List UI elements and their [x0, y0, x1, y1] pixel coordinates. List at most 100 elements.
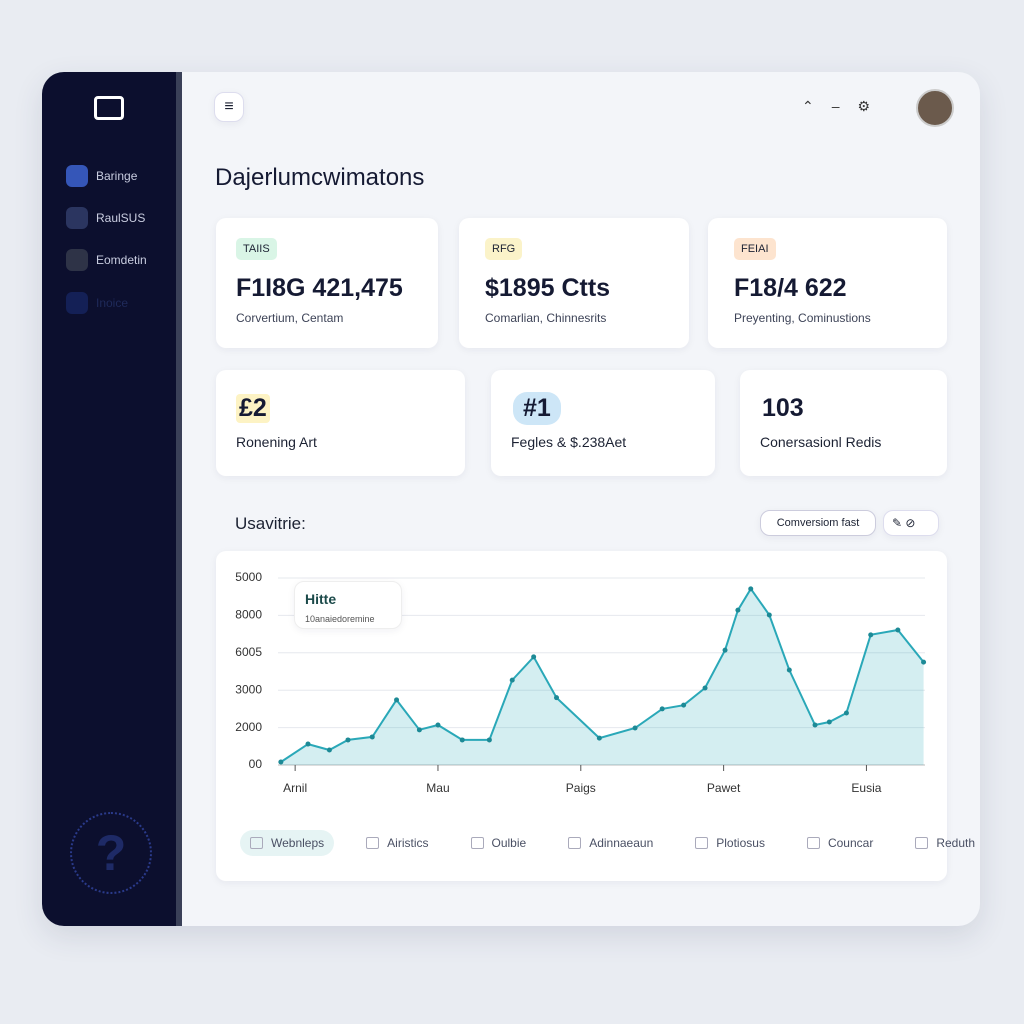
metric-value: #1: [513, 392, 561, 425]
point: [921, 659, 927, 665]
stat-value: F18/4 622: [734, 274, 847, 302]
nav-label: Eomdetin: [96, 253, 147, 267]
point: [766, 612, 772, 618]
filter-icon: [695, 837, 709, 849]
metric-label: Fegles & $.238Aet: [511, 434, 627, 450]
tool-buttons[interactable]: ✎ ⊘: [883, 510, 939, 536]
point: [843, 710, 849, 716]
filter-label: Plotiosus: [716, 836, 765, 850]
filter-chip[interactable]: Adinnaeaun: [558, 830, 663, 856]
x-tick-label: Eusia: [851, 781, 881, 795]
y-tick-label: 8000: [235, 608, 262, 622]
point: [681, 702, 687, 708]
metric-label: Conersasionl Redis: [760, 434, 882, 450]
sidebar: Baringe RaulSUS Eomdetin Inoice ?: [42, 72, 182, 926]
nav-item[interactable]: Eomdetin: [66, 248, 147, 272]
nav-label: RaulSUS: [96, 211, 146, 225]
point: [895, 627, 901, 633]
filter-label: Airistics: [387, 836, 429, 850]
section-title: Usavitrie:: [235, 514, 306, 533]
point: [278, 759, 284, 765]
point: [345, 737, 351, 743]
stat-card: TAIIS F1I8G 421,475 Corvertium, Centam: [216, 218, 438, 348]
stat-tag: FEIAI: [734, 238, 776, 260]
header-icons[interactable]: ⌃–⚙: [802, 98, 889, 114]
point: [868, 632, 874, 638]
stat-tag: TAIIS: [236, 238, 277, 260]
filter-icon: [915, 837, 929, 849]
filter-chip[interactable]: Reduth: [905, 830, 980, 856]
filter-icon: [806, 837, 820, 849]
stat-value: F1I8G 421,475: [236, 274, 403, 302]
x-tick-label: Mau: [426, 781, 449, 795]
y-tick-label: 5000: [235, 570, 262, 584]
point: [748, 586, 754, 592]
filter-icon: [250, 837, 263, 849]
y-tick-label: 2000: [235, 720, 262, 734]
point: [305, 741, 311, 747]
point: [486, 737, 492, 743]
chart-panel: 00 2000 3000 6005 8000 5000 Arnil Mau Paigs Pawet…: [216, 551, 975, 881]
filter-chip[interactable]: Airistics: [356, 830, 438, 856]
stat-card: FEIAI F18/4 622 Preyenting, Cominustions: [708, 218, 947, 348]
filter-chip[interactable]: Webnleps: [240, 830, 335, 856]
filter-chip[interactable]: Oulbie: [461, 830, 537, 856]
app-window: Baringe RaulSUS Eomdetin Inoice ? ≡ ⌃–⚙ …: [42, 72, 980, 926]
metric-card: #1 Fegles & $.238Aet: [491, 370, 715, 476]
point: [702, 685, 708, 691]
stat-value: $1895 Ctts: [485, 274, 611, 302]
tooltip: Hitte 10anaiedoremine: [294, 581, 402, 629]
nav-item[interactable]: Baringe: [66, 164, 137, 188]
point: [596, 735, 602, 741]
point: [735, 607, 741, 613]
avatar[interactable]: [916, 89, 954, 127]
help-badge: ?: [70, 812, 152, 894]
filter-chip[interactable]: Councar: [797, 830, 883, 856]
x-tick-label: Arnil: [283, 781, 307, 795]
filter-icon: [568, 837, 582, 849]
filter-chip[interactable]: Plotiosus: [685, 830, 775, 856]
filter-label: Councar: [827, 836, 874, 850]
point: [435, 722, 441, 728]
filter-label: Adinnaeaun: [589, 836, 654, 850]
point: [786, 667, 792, 673]
y-tick-label: 00: [249, 757, 263, 771]
filter-icon: [470, 837, 484, 849]
metric-card: 103 Conersasionl Redis: [740, 370, 947, 476]
area: [280, 588, 924, 765]
point: [531, 654, 537, 660]
nav-label: Baringe: [96, 169, 138, 183]
dropdown-button[interactable]: Comversiom fast: [760, 510, 876, 536]
point: [632, 725, 638, 731]
stat-subtitle: Comarlian, Chinnesrits: [485, 311, 607, 325]
stat-subtitle: Preyenting, Cominustions: [734, 311, 871, 325]
filter-label: Webnleps: [271, 836, 325, 850]
point: [554, 695, 560, 701]
y-tick-label: 6005: [235, 645, 262, 659]
x-tick-label: Pawet: [707, 781, 741, 795]
nav-item[interactable]: Inoice: [66, 291, 128, 315]
point: [659, 706, 665, 712]
point: [812, 722, 818, 728]
point: [394, 697, 400, 703]
nav-item[interactable]: RaulSUS: [66, 206, 145, 230]
point: [722, 647, 728, 653]
logo: [94, 96, 124, 120]
tooltip-title: Hitte: [305, 591, 337, 607]
filter-bar: Webnleps Airistics Oulbie Adinnaeaun Plotios…: [240, 830, 980, 856]
y-tick-label: 3000: [235, 682, 262, 696]
filter-icon: [366, 837, 380, 849]
page-title: Dajerlumcwimatons: [215, 164, 425, 191]
metric-label: Ronening Art: [236, 434, 317, 450]
stat-subtitle: Corvertium, Centam: [236, 311, 344, 325]
point: [416, 727, 422, 733]
menu-button[interactable]: ≡: [214, 92, 244, 122]
metric-value: 103: [762, 394, 804, 422]
filter-label: Reduth: [936, 836, 976, 850]
metric-card: £2 Ronening Art: [216, 370, 465, 476]
nav-label: Inoice: [96, 296, 129, 310]
point: [326, 747, 332, 753]
x-tick-label: Paigs: [566, 781, 596, 795]
point: [369, 734, 375, 740]
